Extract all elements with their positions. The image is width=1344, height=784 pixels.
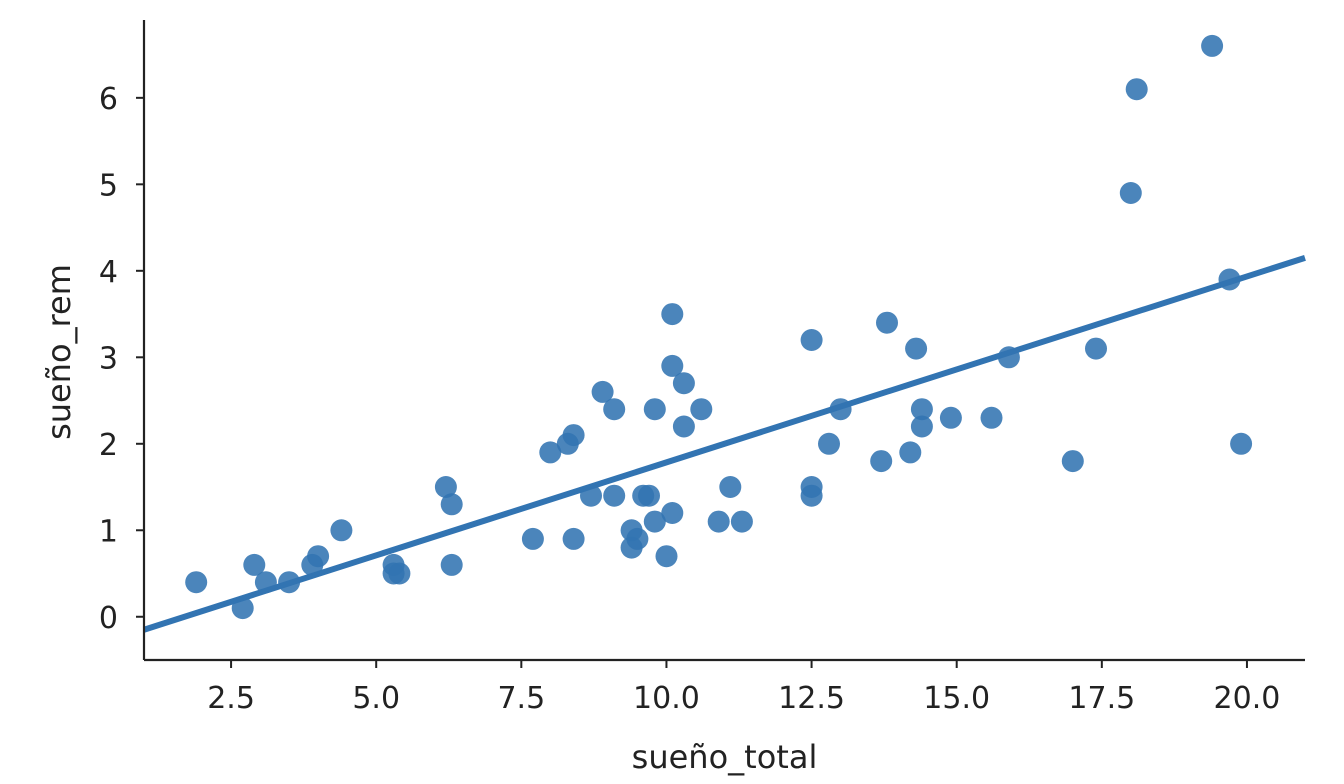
data-point-35 (672, 415, 695, 438)
x-axis-ticks: 2.5 5.0 7.5 10.0 12.5 15.0 17.5 20.0 (207, 660, 1280, 716)
data-point-17 (562, 424, 585, 447)
x-tick-label: 2.5 (207, 681, 255, 716)
data-point-25 (626, 527, 649, 550)
data-point-58 (1201, 34, 1224, 57)
data-point-48 (905, 337, 928, 360)
data-point-13 (440, 553, 463, 576)
data-points (185, 34, 1253, 620)
data-point-32 (661, 354, 684, 377)
x-tick-label: 5.0 (352, 681, 400, 716)
x-tick-label: 15.0 (923, 681, 990, 716)
data-point-40 (800, 329, 823, 351)
data-point-12 (440, 493, 463, 516)
data-point-50 (910, 415, 933, 438)
data-point-6 (307, 545, 330, 568)
x-tick-label: 17.5 (1068, 681, 1135, 716)
data-point-2 (243, 553, 266, 576)
regression-line-group (143, 254, 1306, 633)
data-point-39 (730, 510, 753, 533)
data-point-57 (1125, 78, 1148, 101)
data-point-14 (521, 527, 544, 550)
data-point-54 (1061, 450, 1084, 473)
y-tick-label: 0 (99, 601, 118, 636)
y-tick-label: 4 (99, 255, 118, 290)
data-point-47 (899, 441, 922, 464)
data-point-56 (1119, 182, 1142, 204)
data-point-37 (707, 510, 730, 533)
y-tick-label: 2 (99, 428, 118, 463)
data-point-10 (388, 562, 411, 585)
data-point-43 (818, 432, 840, 455)
data-point-45 (870, 450, 893, 473)
data-point-36 (690, 398, 713, 421)
x-tick-label: 12.5 (778, 681, 845, 716)
data-point-29 (643, 510, 666, 533)
data-point-22 (603, 484, 626, 507)
data-point-60 (1230, 432, 1253, 455)
data-point-31 (661, 303, 684, 326)
data-point-38 (719, 476, 742, 498)
data-point-27 (638, 484, 660, 507)
data-point-34 (672, 372, 695, 395)
data-point-52 (980, 406, 1003, 429)
data-point-55 (1085, 337, 1107, 360)
x-axis-label: sueño_total (632, 738, 818, 776)
data-point-20 (591, 380, 614, 403)
x-tick-label: 20.0 (1214, 681, 1281, 716)
data-point-51 (939, 406, 962, 429)
y-tick-label: 3 (99, 341, 118, 376)
data-point-42 (800, 484, 823, 507)
x-tick-label: 10.0 (633, 681, 700, 716)
data-point-21 (603, 398, 626, 421)
data-point-30 (655, 545, 678, 568)
y-axis-ticks: 0 1 2 3 4 5 6 (99, 82, 144, 636)
y-tick-label: 6 (99, 82, 118, 117)
axes: 2.5 5.0 7.5 10.0 12.5 15.0 17.5 20.0 0 1 2 3 4 5 6 su… (40, 20, 1305, 776)
y-tick-label: 5 (99, 168, 118, 203)
data-point-15 (539, 441, 562, 464)
y-tick-label: 1 (99, 514, 118, 549)
data-point-18 (562, 527, 585, 550)
data-point-49 (910, 398, 933, 421)
data-point-28 (643, 398, 666, 421)
data-point-0 (185, 571, 208, 594)
data-point-46 (876, 311, 898, 334)
data-point-33 (661, 502, 684, 524)
data-point-7 (330, 519, 353, 542)
data-point-11 (434, 476, 457, 498)
x-tick-label: 7.5 (497, 681, 545, 716)
regression-line (143, 254, 1306, 633)
y-axis-label: sueño_rem (40, 264, 78, 440)
